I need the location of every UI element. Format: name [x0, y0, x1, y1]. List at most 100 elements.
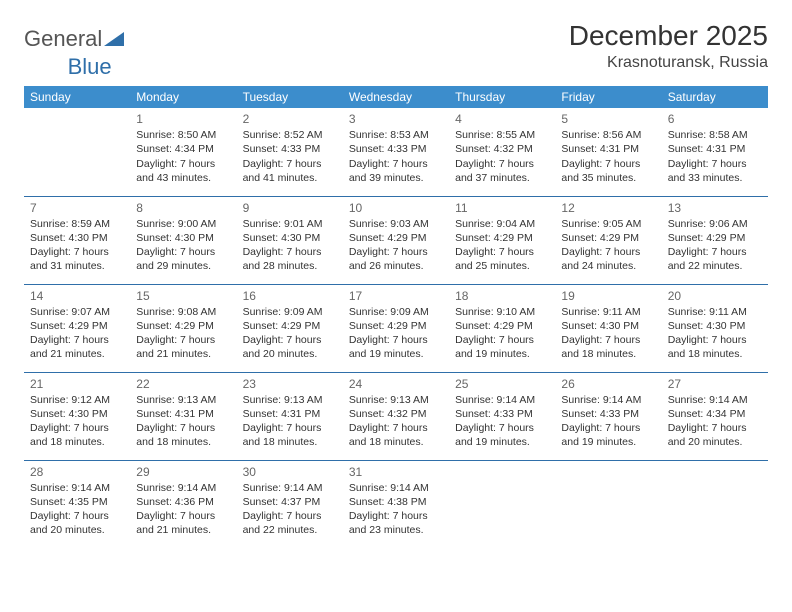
sunrise-text: Sunrise: 8:56 AM — [561, 128, 655, 142]
sunrise-text: Sunrise: 9:09 AM — [243, 305, 337, 319]
sunset-text: Sunset: 4:32 PM — [349, 407, 443, 421]
day-number: 28 — [30, 464, 124, 480]
sunset-text: Sunset: 4:31 PM — [243, 407, 337, 421]
daylight-text: Daylight: 7 hours — [349, 245, 443, 259]
daylight-text: and 18 minutes. — [349, 435, 443, 449]
sunrise-text: Sunrise: 8:50 AM — [136, 128, 230, 142]
daylight-text: Daylight: 7 hours — [30, 509, 124, 523]
daylight-text: and 18 minutes. — [561, 347, 655, 361]
sunset-text: Sunset: 4:30 PM — [30, 407, 124, 421]
day-number: 23 — [243, 376, 337, 392]
calendar-cell: 23Sunrise: 9:13 AMSunset: 4:31 PMDayligh… — [237, 372, 343, 460]
sunset-text: Sunset: 4:31 PM — [136, 407, 230, 421]
daylight-text: Daylight: 7 hours — [455, 421, 549, 435]
calendar-cell: 26Sunrise: 9:14 AMSunset: 4:33 PMDayligh… — [555, 372, 661, 460]
daylight-text: and 20 minutes. — [243, 347, 337, 361]
sunset-text: Sunset: 4:29 PM — [455, 319, 549, 333]
sunrise-text: Sunrise: 9:09 AM — [349, 305, 443, 319]
sunrise-text: Sunrise: 9:08 AM — [136, 305, 230, 319]
daylight-text: and 39 minutes. — [349, 171, 443, 185]
daylight-text: and 31 minutes. — [30, 259, 124, 273]
sunset-text: Sunset: 4:31 PM — [561, 142, 655, 156]
calendar-cell — [449, 460, 555, 548]
daylight-text: Daylight: 7 hours — [561, 157, 655, 171]
sunrise-text: Sunrise: 8:58 AM — [668, 128, 762, 142]
sunset-text: Sunset: 4:30 PM — [561, 319, 655, 333]
sunrise-text: Sunrise: 9:07 AM — [30, 305, 124, 319]
daylight-text: and 26 minutes. — [349, 259, 443, 273]
sunset-text: Sunset: 4:37 PM — [243, 495, 337, 509]
daylight-text: Daylight: 7 hours — [136, 157, 230, 171]
sunrise-text: Sunrise: 8:53 AM — [349, 128, 443, 142]
daylight-text: and 18 minutes. — [243, 435, 337, 449]
weekday-header: Saturday — [662, 86, 768, 108]
sunset-text: Sunset: 4:30 PM — [668, 319, 762, 333]
sunrise-text: Sunrise: 9:13 AM — [349, 393, 443, 407]
day-number: 18 — [455, 288, 549, 304]
sunset-text: Sunset: 4:33 PM — [561, 407, 655, 421]
daylight-text: Daylight: 7 hours — [668, 245, 762, 259]
calendar-cell: 8Sunrise: 9:00 AMSunset: 4:30 PMDaylight… — [130, 196, 236, 284]
sunrise-text: Sunrise: 9:14 AM — [30, 481, 124, 495]
sunrise-text: Sunrise: 9:13 AM — [243, 393, 337, 407]
calendar-cell: 30Sunrise: 9:14 AMSunset: 4:37 PMDayligh… — [237, 460, 343, 548]
sunset-text: Sunset: 4:29 PM — [349, 231, 443, 245]
sunset-text: Sunset: 4:33 PM — [243, 142, 337, 156]
daylight-text: and 21 minutes. — [30, 347, 124, 361]
calendar-cell: 14Sunrise: 9:07 AMSunset: 4:29 PMDayligh… — [24, 284, 130, 372]
daylight-text: Daylight: 7 hours — [30, 421, 124, 435]
calendar-cell: 17Sunrise: 9:09 AMSunset: 4:29 PMDayligh… — [343, 284, 449, 372]
day-number: 19 — [561, 288, 655, 304]
calendar-cell: 19Sunrise: 9:11 AMSunset: 4:30 PMDayligh… — [555, 284, 661, 372]
weekday-header: Thursday — [449, 86, 555, 108]
daylight-text: and 19 minutes. — [561, 435, 655, 449]
daylight-text: and 22 minutes. — [668, 259, 762, 273]
month-title: December 2025 — [569, 20, 768, 52]
day-number: 11 — [455, 200, 549, 216]
daylight-text: and 35 minutes. — [561, 171, 655, 185]
calendar-row: 28Sunrise: 9:14 AMSunset: 4:35 PMDayligh… — [24, 460, 768, 548]
day-number: 27 — [668, 376, 762, 392]
daylight-text: and 20 minutes. — [668, 435, 762, 449]
sunrise-text: Sunrise: 9:11 AM — [668, 305, 762, 319]
daylight-text: Daylight: 7 hours — [30, 333, 124, 347]
day-number: 4 — [455, 111, 549, 127]
sunrise-text: Sunrise: 8:52 AM — [243, 128, 337, 142]
logo: General — [24, 20, 126, 52]
sunrise-text: Sunrise: 9:14 AM — [561, 393, 655, 407]
day-number: 17 — [349, 288, 443, 304]
daylight-text: Daylight: 7 hours — [136, 421, 230, 435]
day-number: 12 — [561, 200, 655, 216]
logo-text-blue: Blue — [68, 54, 112, 79]
sunrise-text: Sunrise: 9:00 AM — [136, 217, 230, 231]
daylight-text: and 18 minutes. — [136, 435, 230, 449]
daylight-text: and 19 minutes. — [455, 347, 549, 361]
daylight-text: Daylight: 7 hours — [561, 333, 655, 347]
sunrise-text: Sunrise: 9:14 AM — [136, 481, 230, 495]
day-number: 21 — [30, 376, 124, 392]
calendar-cell: 9Sunrise: 9:01 AMSunset: 4:30 PMDaylight… — [237, 196, 343, 284]
daylight-text: Daylight: 7 hours — [243, 245, 337, 259]
calendar-row: 7Sunrise: 8:59 AMSunset: 4:30 PMDaylight… — [24, 196, 768, 284]
daylight-text: Daylight: 7 hours — [668, 157, 762, 171]
weekday-header: Friday — [555, 86, 661, 108]
sunset-text: Sunset: 4:30 PM — [136, 231, 230, 245]
weekday-header: Wednesday — [343, 86, 449, 108]
calendar-cell — [24, 108, 130, 196]
daylight-text: Daylight: 7 hours — [455, 333, 549, 347]
calendar-cell: 21Sunrise: 9:12 AMSunset: 4:30 PMDayligh… — [24, 372, 130, 460]
daylight-text: and 23 minutes. — [349, 523, 443, 537]
calendar-cell: 3Sunrise: 8:53 AMSunset: 4:33 PMDaylight… — [343, 108, 449, 196]
day-number: 10 — [349, 200, 443, 216]
daylight-text: Daylight: 7 hours — [349, 509, 443, 523]
calendar-cell: 15Sunrise: 9:08 AMSunset: 4:29 PMDayligh… — [130, 284, 236, 372]
sunrise-text: Sunrise: 9:11 AM — [561, 305, 655, 319]
calendar-cell: 12Sunrise: 9:05 AMSunset: 4:29 PMDayligh… — [555, 196, 661, 284]
sunrise-text: Sunrise: 8:59 AM — [30, 217, 124, 231]
sunrise-text: Sunrise: 8:55 AM — [455, 128, 549, 142]
logo-triangle-icon — [104, 26, 124, 52]
sunset-text: Sunset: 4:36 PM — [136, 495, 230, 509]
location: Krasnoturansk, Russia — [569, 54, 768, 72]
daylight-text: Daylight: 7 hours — [243, 157, 337, 171]
daylight-text: Daylight: 7 hours — [561, 245, 655, 259]
